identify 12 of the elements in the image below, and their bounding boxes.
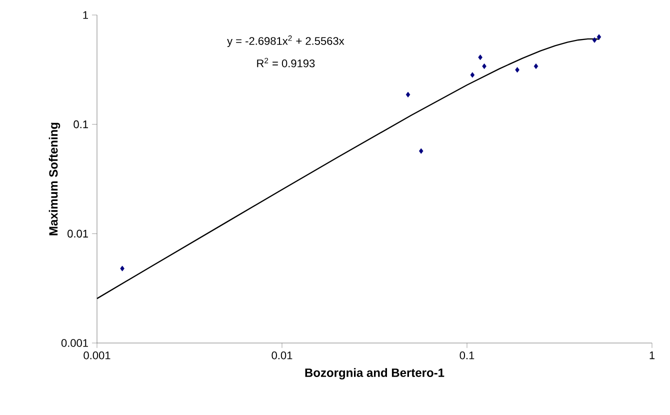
x-tick-label: 0.1 — [460, 351, 474, 360]
x-tick-label: 0.01 — [272, 351, 292, 360]
x-axis-title: Bozorgnia and Bertero-1 — [305, 368, 444, 380]
annotation: R$^{2}$ = 0.9193 — [257, 58, 315, 68]
y-tick-label: 0.01 — [68, 230, 88, 238]
y-tick-label: 1 — [83, 11, 88, 19]
x-tick-label: 0.001 — [84, 351, 110, 360]
x-tick-label: 1 — [650, 352, 655, 360]
y-tick-label: 0.001 — [61, 339, 88, 347]
y-axis-title: Maximum Softening — [48, 122, 60, 236]
annotation: y = -2.6981x$^{2}$ + 2.5563x — [227, 35, 344, 48]
y-tick-label: 0.1 — [74, 120, 88, 128]
